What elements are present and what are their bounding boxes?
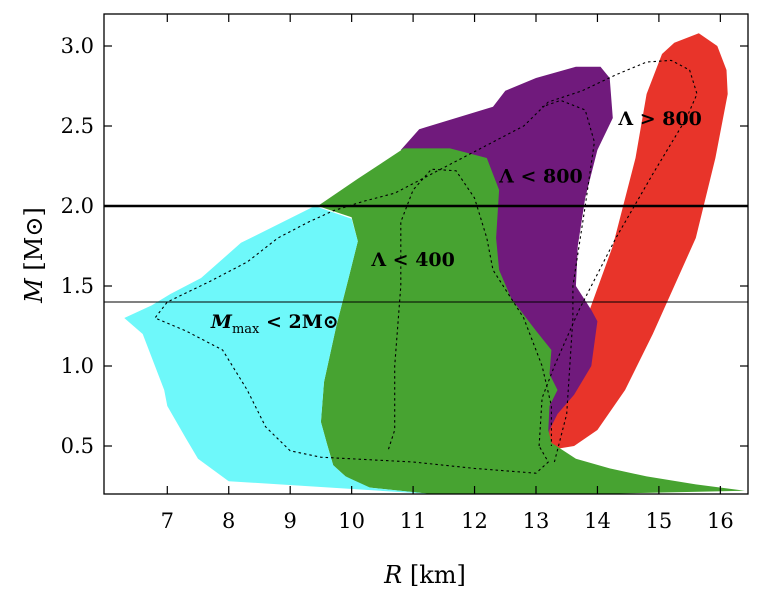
- ticks-layer: [104, 14, 748, 494]
- x-tick-label: 8: [222, 509, 235, 533]
- x-tick-label: 7: [161, 509, 174, 533]
- x-tick-label: 16: [707, 509, 734, 533]
- y-axis-unit: [M⊙]: [20, 207, 48, 278]
- regions-layer: [124, 33, 745, 494]
- y-tick-label: 1.0: [61, 354, 94, 378]
- tick-labels-layer: 7 8 9 10 11 12 13 14 15 16 0.5 1.0 1.5 2.0 2.5 3.0: [61, 34, 734, 533]
- dotted-curve-envelope: [154, 59, 698, 474]
- y-tick-label: 2.0: [61, 194, 94, 218]
- x-tick-label: 14: [584, 509, 611, 533]
- region-m-max-2-m-sun: [124, 206, 432, 494]
- y-tick-label: 2.5: [61, 114, 94, 138]
- x-axis-symbol: R: [383, 561, 402, 589]
- dotted-curve-lambda-400-boundary: [387, 168, 552, 450]
- x-tick-label: 15: [646, 509, 673, 533]
- annotation-400: Λ < 400: [370, 249, 455, 271]
- x-axis-unit: [km]: [402, 561, 466, 589]
- y-tick-label: 3.0: [61, 34, 94, 58]
- x-axis-title: R [km]: [383, 561, 466, 589]
- y-tick-label: 1.5: [61, 274, 94, 298]
- x-tick-label: 11: [400, 509, 427, 533]
- x-tick-label: 13: [523, 509, 550, 533]
- region-labels-layer: Λ > 800 Λ < 800 Λ < 400 Mmax < 2M⊙: [210, 108, 702, 337]
- y-tick-label: 0.5: [61, 434, 94, 458]
- x-tick-label: 10: [338, 509, 365, 533]
- reference-lines-layer: [104, 204, 748, 303]
- annotation-800: Λ < 800: [498, 166, 583, 188]
- annotation-m-max-2m: Mmax < 2M⊙: [210, 311, 339, 337]
- region-lambda-400: [317, 148, 745, 494]
- x-tick-label: 12: [461, 509, 488, 533]
- plot-frame: [103, 13, 749, 495]
- y-axis-symbol: M: [20, 277, 48, 304]
- x-tick-label: 9: [284, 509, 297, 533]
- y-axis-title: M [M⊙]: [20, 207, 48, 304]
- annotation-800: Λ > 800: [617, 108, 702, 130]
